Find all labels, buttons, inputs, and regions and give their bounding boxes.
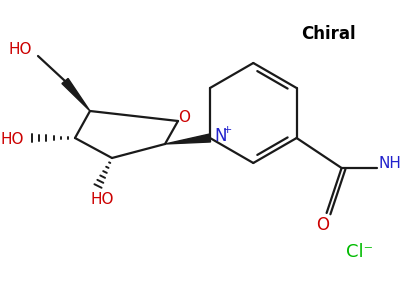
Text: HO: HO: [8, 43, 32, 57]
Text: O: O: [178, 110, 190, 124]
Text: +: +: [222, 125, 232, 135]
Text: HO: HO: [90, 192, 114, 208]
Text: O: O: [316, 216, 329, 234]
Text: Chiral: Chiral: [301, 25, 355, 43]
Text: NH: NH: [379, 156, 400, 170]
Text: Cl⁻: Cl⁻: [346, 243, 374, 261]
Text: N: N: [214, 127, 226, 145]
Polygon shape: [62, 78, 90, 111]
Text: HO: HO: [0, 132, 24, 148]
Polygon shape: [165, 134, 210, 144]
